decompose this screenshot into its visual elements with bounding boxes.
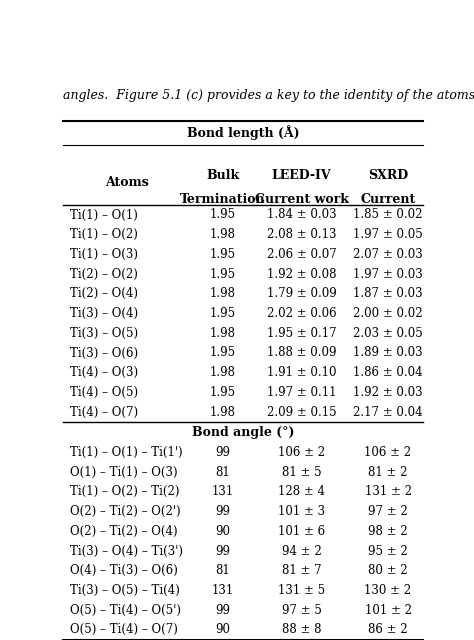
Text: 2.06 ± 0.07: 2.06 ± 0.07 xyxy=(267,248,337,261)
Text: 2.00 ± 0.02: 2.00 ± 0.02 xyxy=(353,307,423,320)
Text: Current: Current xyxy=(360,193,416,205)
Text: Ti(3) – O(4): Ti(3) – O(4) xyxy=(70,307,138,320)
Text: 86 ± 2: 86 ± 2 xyxy=(368,623,408,636)
Text: 2.03 ± 0.05: 2.03 ± 0.05 xyxy=(353,327,423,340)
Text: 81: 81 xyxy=(215,564,230,577)
Text: Ti(3) – O(5) – Ti(4): Ti(3) – O(5) – Ti(4) xyxy=(70,584,180,597)
Text: 1.98: 1.98 xyxy=(210,366,236,379)
Text: Ti(1) – O(3): Ti(1) – O(3) xyxy=(70,248,138,261)
Text: 1.84 ± 0.03: 1.84 ± 0.03 xyxy=(267,209,337,221)
Text: 1.97 ± 0.05: 1.97 ± 0.05 xyxy=(353,228,423,241)
Text: 1.88 ± 0.09: 1.88 ± 0.09 xyxy=(267,346,337,360)
Text: 81 ± 2: 81 ± 2 xyxy=(368,466,408,479)
Text: O(2) – Ti(2) – O(2'): O(2) – Ti(2) – O(2') xyxy=(70,505,181,518)
Text: 106 ± 2: 106 ± 2 xyxy=(278,446,325,459)
Text: 101 ± 6: 101 ± 6 xyxy=(278,525,325,538)
Text: SXRD: SXRD xyxy=(368,169,408,182)
Text: 94 ± 2: 94 ± 2 xyxy=(282,545,321,557)
Text: Ti(2) – O(2): Ti(2) – O(2) xyxy=(70,268,138,280)
Text: 1.87 ± 0.03: 1.87 ± 0.03 xyxy=(353,287,423,300)
Text: 95 ± 2: 95 ± 2 xyxy=(368,545,408,557)
Text: 2.02 ± 0.06: 2.02 ± 0.06 xyxy=(267,307,337,320)
Text: 1.79 ± 0.09: 1.79 ± 0.09 xyxy=(267,287,337,300)
Text: Ti(3) – O(5): Ti(3) – O(5) xyxy=(70,327,138,340)
Text: 2.08 ± 0.13: 2.08 ± 0.13 xyxy=(267,228,337,241)
Text: 97 ± 2: 97 ± 2 xyxy=(368,505,408,518)
Text: 90: 90 xyxy=(215,525,230,538)
Text: O(5) – Ti(4) – O(5'): O(5) – Ti(4) – O(5') xyxy=(70,604,181,617)
Text: 88 ± 8: 88 ± 8 xyxy=(282,623,321,636)
Text: 131: 131 xyxy=(211,584,234,597)
Text: 1.98: 1.98 xyxy=(210,228,236,241)
Text: Termination: Termination xyxy=(180,193,265,205)
Text: 99: 99 xyxy=(215,604,230,617)
Text: Ti(1) – O(2): Ti(1) – O(2) xyxy=(70,228,138,241)
Text: Ti(3) – O(6): Ti(3) – O(6) xyxy=(70,346,138,360)
Text: 1.97 ± 0.11: 1.97 ± 0.11 xyxy=(267,386,337,399)
Text: 1.98: 1.98 xyxy=(210,327,236,340)
Text: 106 ± 2: 106 ± 2 xyxy=(365,446,411,459)
Text: O(1) – Ti(1) – O(3): O(1) – Ti(1) – O(3) xyxy=(70,466,178,479)
Text: 81: 81 xyxy=(215,466,230,479)
Text: Bulk: Bulk xyxy=(206,169,239,182)
Text: 1.95 ± 0.17: 1.95 ± 0.17 xyxy=(267,327,337,340)
Text: 128 ± 4: 128 ± 4 xyxy=(278,485,325,499)
Text: angles.  Figure 5.1 (c) provides a key to the identity of the atoms.: angles. Figure 5.1 (c) provides a key to… xyxy=(63,89,474,102)
Text: 80 ± 2: 80 ± 2 xyxy=(368,564,408,577)
Text: Ti(1) – O(2) – Ti(2): Ti(1) – O(2) – Ti(2) xyxy=(70,485,180,499)
Text: Ti(4) – O(5): Ti(4) – O(5) xyxy=(70,386,138,399)
Text: 81 ± 7: 81 ± 7 xyxy=(282,564,321,577)
Text: 131 ± 2: 131 ± 2 xyxy=(365,485,411,499)
Text: 1.95: 1.95 xyxy=(210,248,236,261)
Text: 97 ± 5: 97 ± 5 xyxy=(282,604,322,617)
Text: 131: 131 xyxy=(211,485,234,499)
Text: Ti(3) – O(4) – Ti(3'): Ti(3) – O(4) – Ti(3') xyxy=(70,545,183,557)
Text: 99: 99 xyxy=(215,505,230,518)
Text: Ti(4) – O(7): Ti(4) – O(7) xyxy=(70,406,138,419)
Text: 101 ± 3: 101 ± 3 xyxy=(278,505,325,518)
Text: 1.91 ± 0.10: 1.91 ± 0.10 xyxy=(267,366,337,379)
Text: O(2) – Ti(2) – O(4): O(2) – Ti(2) – O(4) xyxy=(70,525,178,538)
Text: 130 ± 2: 130 ± 2 xyxy=(365,584,411,597)
Text: 1.97 ± 0.03: 1.97 ± 0.03 xyxy=(353,268,423,280)
Text: 1.86 ± 0.04: 1.86 ± 0.04 xyxy=(353,366,423,379)
Text: 81 ± 5: 81 ± 5 xyxy=(282,466,321,479)
Text: 2.09 ± 0.15: 2.09 ± 0.15 xyxy=(267,406,337,419)
Text: Ti(1) – O(1): Ti(1) – O(1) xyxy=(70,209,138,221)
Text: 1.92 ± 0.03: 1.92 ± 0.03 xyxy=(353,386,423,399)
Text: 1.95: 1.95 xyxy=(210,386,236,399)
Text: Ti(4) – O(3): Ti(4) – O(3) xyxy=(70,366,138,379)
Text: 1.95: 1.95 xyxy=(210,346,236,360)
Text: Bond angle (°): Bond angle (°) xyxy=(191,426,294,439)
Text: 90: 90 xyxy=(215,623,230,636)
Text: 1.92 ± 0.08: 1.92 ± 0.08 xyxy=(267,268,337,280)
Text: 98 ± 2: 98 ± 2 xyxy=(368,525,408,538)
Text: 2.07 ± 0.03: 2.07 ± 0.03 xyxy=(353,248,423,261)
Text: Atoms: Atoms xyxy=(105,176,149,189)
Text: O(5) – Ti(4) – O(7): O(5) – Ti(4) – O(7) xyxy=(70,623,178,636)
Text: 1.95: 1.95 xyxy=(210,307,236,320)
Text: O(4) – Ti(3) – O(6): O(4) – Ti(3) – O(6) xyxy=(70,564,178,577)
Text: 1.95: 1.95 xyxy=(210,268,236,280)
Text: Current work: Current work xyxy=(255,193,349,205)
Text: LEED-IV: LEED-IV xyxy=(272,169,331,182)
Text: 101 ± 2: 101 ± 2 xyxy=(365,604,411,617)
Text: 1.98: 1.98 xyxy=(210,287,236,300)
Text: 1.98: 1.98 xyxy=(210,406,236,419)
Text: 1.95: 1.95 xyxy=(210,209,236,221)
Text: 2.17 ± 0.04: 2.17 ± 0.04 xyxy=(353,406,423,419)
Text: 99: 99 xyxy=(215,545,230,557)
Text: 131 ± 5: 131 ± 5 xyxy=(278,584,325,597)
Text: 99: 99 xyxy=(215,446,230,459)
Text: 1.85 ± 0.02: 1.85 ± 0.02 xyxy=(353,209,423,221)
Text: Ti(2) – O(4): Ti(2) – O(4) xyxy=(70,287,138,300)
Text: Ti(1) – O(1) – Ti(1'): Ti(1) – O(1) – Ti(1') xyxy=(70,446,183,459)
Text: 1.89 ± 0.03: 1.89 ± 0.03 xyxy=(353,346,423,360)
Text: Bond length (Å): Bond length (Å) xyxy=(187,125,299,140)
